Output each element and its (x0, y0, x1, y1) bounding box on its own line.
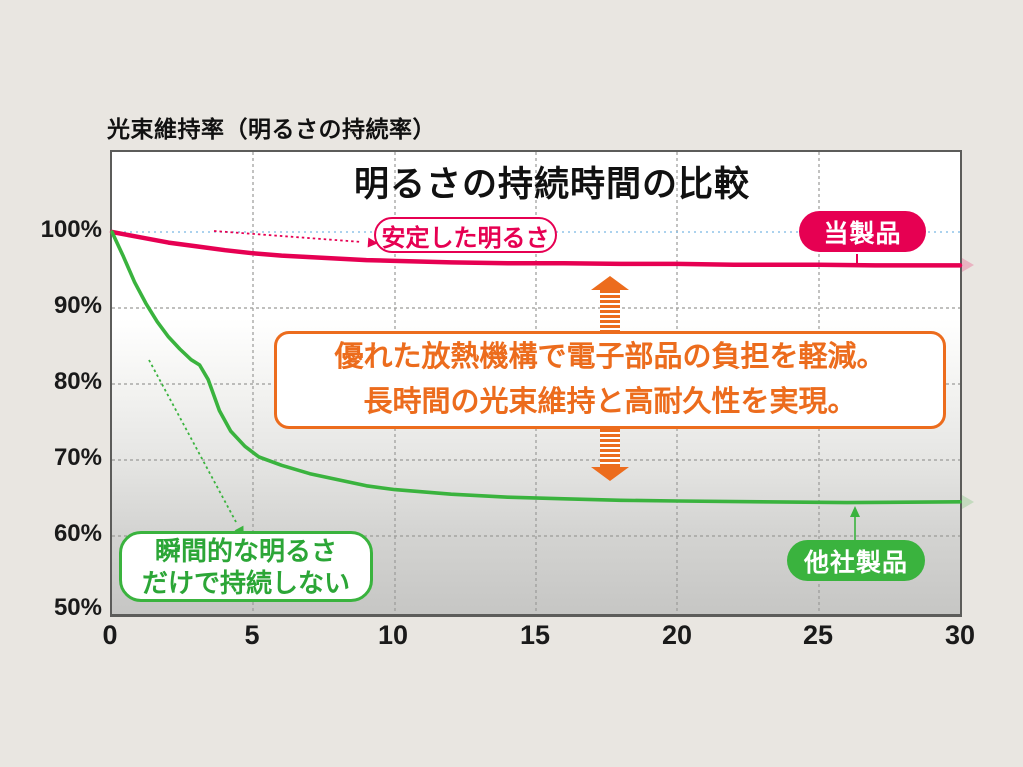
x-tick-25: 25 (802, 620, 834, 650)
callout-line1: 優れた放熱機構で電子部品の負担を軽減。 (334, 341, 886, 373)
x-tick-30: 30 (944, 620, 976, 650)
x-tick-0: 0 (102, 620, 118, 650)
pink-line-continues-arrow (962, 258, 974, 272)
down-arrow-icon (591, 429, 629, 481)
stable-brightness-badge: 安定した明るさ (374, 217, 557, 253)
down-arrow-shaft (600, 429, 620, 467)
y-tick-60: 60% (53, 520, 102, 547)
our-product-badge: 当製品 (799, 211, 926, 252)
heat-dissipation-callout: 優れた放熱機構で電子部品の負担を軽減。 長時間の光束維持と高耐久性を実現。 (274, 331, 946, 429)
down-arrow-head (591, 467, 629, 481)
other-product-badge: 他社製品 (787, 540, 925, 581)
momentary-brightness-badge: 瞬間的な明るさ だけで持続しない (119, 531, 373, 602)
pink-dashed-arrow (213, 230, 378, 248)
x-tick-20: 20 (661, 620, 693, 650)
y-tick-100: 100% (40, 216, 102, 243)
green-dashed-arrow (148, 359, 244, 537)
y-tick-50: 50% (53, 594, 102, 621)
y-tick-70: 70% (53, 444, 102, 471)
x-tick-5: 5 (244, 620, 260, 650)
green-line-continues-arrow (962, 495, 974, 509)
x-tick-15: 15 (519, 620, 551, 650)
momentary-line2: だけで持続しない (141, 567, 350, 598)
other-product-arrow (850, 506, 860, 541)
stable-brightness-label: 安定した明るさ (381, 224, 550, 252)
callout-line2: 長時間の光束維持と高耐久性を実現。 (363, 386, 857, 418)
y-axis-title: 光束維持率（明るさの持続率） (107, 116, 436, 142)
momentary-line1: 瞬間的な明るさ (154, 535, 337, 566)
up-arrow-icon (591, 276, 629, 332)
our-product-label: 当製品 (823, 219, 902, 248)
up-arrow-head (591, 276, 629, 290)
series-our-product-line (109, 229, 963, 268)
up-arrow-shaft (600, 290, 620, 332)
other-product-label: 他社製品 (803, 548, 908, 577)
x-tick-10: 10 (377, 620, 409, 650)
y-tick-80: 80% (53, 368, 102, 395)
series-competitor-line (110, 230, 962, 505)
y-tick-90: 90% (53, 292, 102, 319)
chart-title: 明るさの持続時間の比較 (353, 165, 750, 204)
